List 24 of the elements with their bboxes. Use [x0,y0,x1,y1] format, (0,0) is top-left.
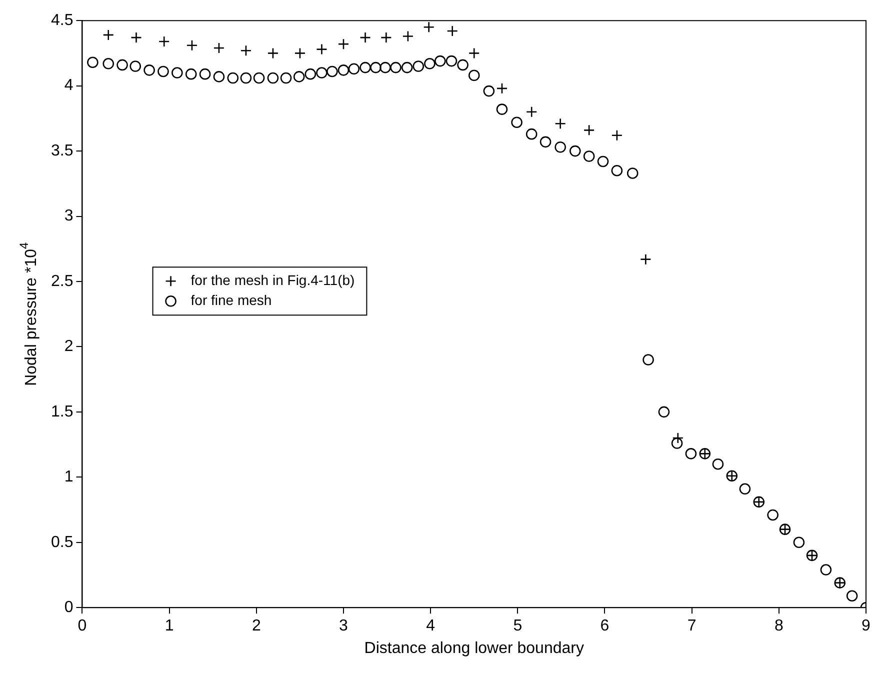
y-tick-label: 4 [64,77,74,94]
x-axis-title: Distance along lower boundary [364,640,584,657]
x-tick-label: 3 [339,618,348,635]
x-tick-label: 1 [164,618,174,635]
x-tick-label: 5 [513,618,522,635]
x-tick-label: 8 [774,618,784,635]
x-tick-label: 6 [600,618,610,635]
y-tick-label: 4.5 [50,12,74,30]
legend-label: for fine mesh [190,292,272,308]
y-tick-label: 0 [64,599,74,616]
x-tick-label: 7 [687,618,696,635]
y-tick-label: 1 [64,468,74,486]
x-tick-label: 4 [426,618,436,635]
x-tick-label: 2 [252,618,261,635]
y-tick-label: 3.5 [50,142,74,160]
y-tick-label: 3 [64,208,74,225]
y-tick-label: 2 [64,338,74,356]
legend-label: for the mesh in Fig.4-11(b) [190,272,355,288]
x-tick-label: 0 [78,618,87,635]
y-tick-label: 2.5 [50,272,74,290]
y-tick-label: 0.5 [50,534,74,551]
y-tick-label: 1.5 [50,403,74,420]
y-axis-title: Nodal pressure *104 [17,242,40,386]
x-tick-label: 9 [862,618,871,635]
